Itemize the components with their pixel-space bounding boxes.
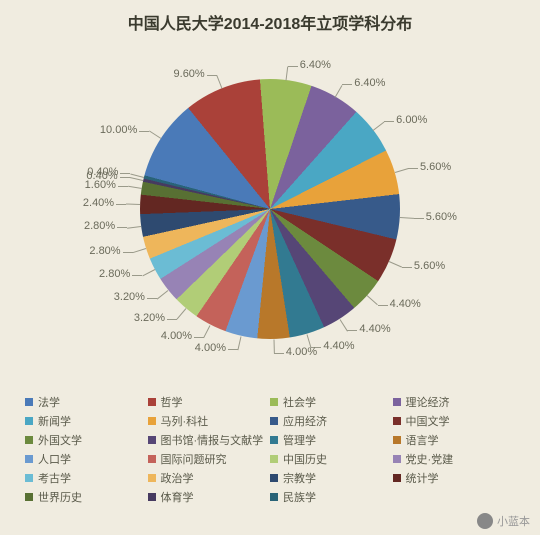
legend-swatch (148, 493, 156, 501)
legend-item: 社会学 (270, 394, 393, 410)
slice-label: 3.20% (114, 291, 145, 303)
slice-label: 10.00% (100, 124, 137, 136)
slice-label: 4.40% (359, 323, 390, 335)
legend-label: 世界历史 (38, 489, 82, 505)
legend-item: 国际问题研究 (148, 451, 271, 467)
legend-label: 马列·科社 (161, 413, 209, 429)
legend-label: 统计学 (406, 470, 439, 486)
legend-item: 新闻学 (25, 413, 148, 429)
slice-label: 6.00% (396, 114, 427, 126)
legend-label: 党史·党建 (406, 451, 454, 467)
legend-label: 法学 (38, 394, 60, 410)
legend-label: 外国文学 (38, 432, 82, 448)
legend-label: 应用经济 (283, 413, 327, 429)
legend-swatch (270, 474, 278, 482)
legend-label: 民族学 (283, 489, 316, 505)
legend-item: 法学 (25, 394, 148, 410)
legend-item: 统计学 (393, 470, 516, 486)
watermark-text: 小蓝本 (497, 513, 530, 529)
legend-label: 语言学 (406, 432, 439, 448)
legend-label: 图书馆·情报与文献学 (161, 432, 264, 448)
slice-label: 5.60% (414, 260, 445, 272)
legend-label: 政治学 (161, 470, 194, 486)
watermark: 小蓝本 (477, 513, 530, 529)
legend-swatch (25, 417, 33, 425)
watermark-icon (477, 513, 493, 529)
chart-title: 中国人民大学2014-2018年立项学科分布 (0, 0, 540, 34)
legend-label: 社会学 (283, 394, 316, 410)
legend-label: 考古学 (38, 470, 71, 486)
slice-label: 3.20% (134, 312, 165, 324)
legend-label: 宗教学 (283, 470, 316, 486)
legend-swatch (270, 417, 278, 425)
legend-swatch (270, 493, 278, 501)
legend-swatch (270, 436, 278, 444)
legend-item: 考古学 (25, 470, 148, 486)
slice-label: 5.60% (426, 211, 457, 223)
legend-item: 中国文学 (393, 413, 516, 429)
legend-item: 哲学 (148, 394, 271, 410)
slice-label: 2.80% (89, 245, 120, 257)
legend-item: 人口学 (25, 451, 148, 467)
legend-swatch (393, 436, 401, 444)
legend-item: 图书馆·情报与文献学 (148, 432, 271, 448)
legend-label: 管理学 (283, 432, 316, 448)
legend-item: 管理学 (270, 432, 393, 448)
legend-item (393, 489, 516, 505)
slice-label: 4.00% (195, 342, 226, 354)
slice-label: 4.40% (390, 298, 421, 310)
legend-swatch (25, 493, 33, 501)
legend-swatch (25, 436, 33, 444)
pie-chart (140, 79, 400, 339)
legend-item: 体育学 (148, 489, 271, 505)
legend-swatch (393, 398, 401, 406)
legend-item: 应用经济 (270, 413, 393, 429)
legend-item: 语言学 (393, 432, 516, 448)
legend-item: 外国文学 (25, 432, 148, 448)
legend-swatch (25, 398, 33, 406)
slice-label: 6.40% (354, 77, 385, 89)
slice-label: 2.40% (83, 197, 114, 209)
legend: 法学 哲学 社会学 理论经济新闻学 马列·科社 应用经济 中国文学外国文学 图书馆·情报与文献… (0, 394, 540, 513)
legend-swatch (148, 455, 156, 463)
legend-label: 中国历史 (283, 451, 327, 467)
legend-item: 世界历史 (25, 489, 148, 505)
legend-swatch (148, 417, 156, 425)
legend-swatch (393, 417, 401, 425)
legend-item: 宗教学 (270, 470, 393, 486)
slice-label: 0.40% (87, 166, 118, 178)
chart-area: 10.00% 9.60% 6.40% 6.40% 6.00% 5.60% 5.60% 5.60… (0, 34, 540, 394)
legend-label: 理论经济 (406, 394, 450, 410)
slice-label: 9.60% (174, 68, 205, 80)
legend-item: 马列·科社 (148, 413, 271, 429)
slice-label: 6.40% (300, 59, 331, 71)
legend-swatch (393, 474, 401, 482)
legend-label: 新闻学 (38, 413, 71, 429)
legend-label: 体育学 (161, 489, 194, 505)
legend-swatch (270, 455, 278, 463)
legend-swatch (25, 455, 33, 463)
slice-label: 2.80% (84, 220, 115, 232)
legend-swatch (270, 398, 278, 406)
legend-label: 人口学 (38, 451, 71, 467)
legend-label: 国际问题研究 (161, 451, 227, 467)
legend-swatch (148, 474, 156, 482)
legend-label: 哲学 (161, 394, 183, 410)
slice-label: 4.00% (161, 330, 192, 342)
legend-item: 中国历史 (270, 451, 393, 467)
legend-swatch (25, 474, 33, 482)
legend-swatch (148, 398, 156, 406)
legend-swatch (148, 436, 156, 444)
legend-swatch (393, 455, 401, 463)
slice-label: 2.80% (99, 268, 130, 280)
slice-label: 4.40% (323, 340, 354, 352)
slice-label: 5.60% (420, 161, 451, 173)
legend-label: 中国文学 (406, 413, 450, 429)
legend-item: 理论经济 (393, 394, 516, 410)
slice-label: 4.00% (286, 346, 317, 358)
legend-item: 民族学 (270, 489, 393, 505)
legend-item: 党史·党建 (393, 451, 516, 467)
legend-item: 政治学 (148, 470, 271, 486)
